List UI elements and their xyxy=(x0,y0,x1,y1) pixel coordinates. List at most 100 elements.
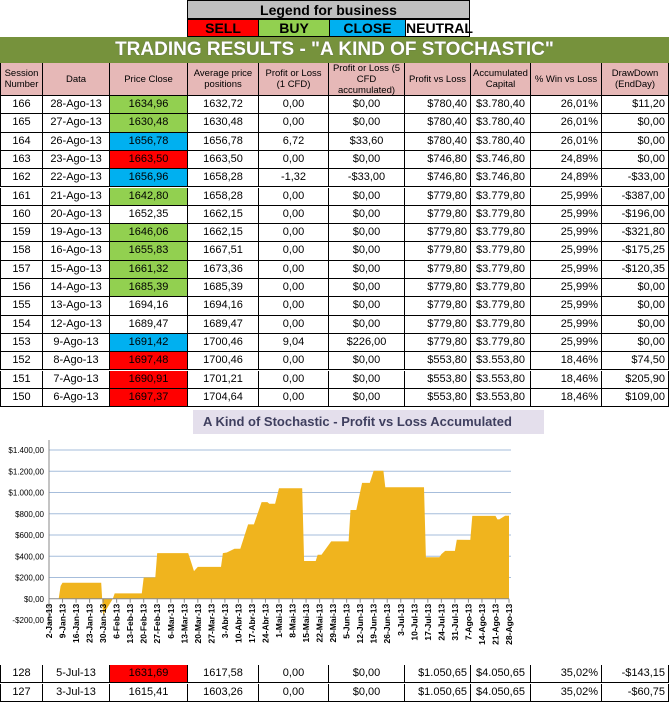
table-cell[interactable]: $0,00 xyxy=(329,224,405,243)
table-cell[interactable]: $0,00 xyxy=(602,132,669,151)
table-cell[interactable]: 1630,48 xyxy=(188,114,259,133)
table-cell[interactable]: 156 xyxy=(0,279,43,298)
table-cell[interactable]: 12-Ago-13 xyxy=(43,315,110,334)
table-cell[interactable]: $0,00 xyxy=(329,388,405,408)
table-cell[interactable]: -$120,35 xyxy=(602,260,669,279)
table-cell[interactable]: 25,99% xyxy=(531,205,602,225)
table-cell[interactable]: 165 xyxy=(0,114,43,133)
table-cell[interactable]: 159 xyxy=(0,224,43,243)
table-cell[interactable]: -$143,15 xyxy=(602,665,669,684)
table-cell[interactable]: 7-Ago-13 xyxy=(43,370,110,389)
table-cell[interactable]: 0,00 xyxy=(259,352,329,371)
table-cell[interactable]: $3.779,80 xyxy=(471,333,531,353)
table-cell[interactable]: 1655,83 xyxy=(110,242,188,261)
table-cell[interactable]: 1662,15 xyxy=(188,224,259,243)
table-cell[interactable]: 1615,41 xyxy=(110,683,188,702)
table-cell[interactable]: $779,80 xyxy=(405,297,471,316)
table-cell[interactable]: $3.779,80 xyxy=(471,242,531,261)
table-cell[interactable]: 1691,42 xyxy=(110,333,188,353)
table-cell[interactable]: 27-Ago-13 xyxy=(43,114,110,133)
table-cell[interactable]: 1630,48 xyxy=(110,114,188,133)
table-cell[interactable]: $0,00 xyxy=(329,205,405,225)
table-cell[interactable]: 1652,35 xyxy=(110,205,188,225)
table-cell[interactable]: 0,00 xyxy=(259,114,329,133)
table-cell[interactable]: 9-Ago-13 xyxy=(43,333,110,353)
table-cell[interactable]: 0,00 xyxy=(259,388,329,408)
table-cell[interactable]: 25,99% xyxy=(531,297,602,316)
table-cell[interactable]: 1656,96 xyxy=(110,169,188,188)
table-cell[interactable]: $1.050,65 xyxy=(405,665,471,684)
table-cell[interactable]: 0,00 xyxy=(259,224,329,243)
table-cell[interactable]: 161 xyxy=(0,187,43,206)
table-cell[interactable]: 22-Ago-13 xyxy=(43,169,110,188)
table-cell[interactable]: $780,40 xyxy=(405,96,471,115)
table-cell[interactable]: 1661,32 xyxy=(110,260,188,279)
table-cell[interactable]: $0,00 xyxy=(602,114,669,133)
table-cell[interactable]: 160 xyxy=(0,205,43,225)
table-cell[interactable]: 3-Jul-13 xyxy=(43,683,110,702)
table-cell[interactable]: 21-Ago-13 xyxy=(43,187,110,206)
table-cell[interactable]: 1658,28 xyxy=(188,187,259,206)
table-cell[interactable]: -$33,00 xyxy=(602,169,669,188)
table-cell[interactable]: $779,80 xyxy=(405,224,471,243)
table-cell[interactable]: $0,00 xyxy=(329,370,405,389)
table-cell[interactable]: $746,80 xyxy=(405,150,471,170)
table-cell[interactable]: $33,60 xyxy=(329,132,405,151)
table-cell[interactable]: $0,00 xyxy=(329,242,405,261)
table-cell[interactable]: $3.553,80 xyxy=(471,388,531,408)
table-cell[interactable]: 9,04 xyxy=(259,333,329,353)
table-cell[interactable]: -$33,00 xyxy=(329,169,405,188)
table-cell[interactable]: 1631,69 xyxy=(110,665,188,684)
table-cell[interactable]: 151 xyxy=(0,370,43,389)
table-cell[interactable]: $779,80 xyxy=(405,315,471,334)
table-cell[interactable]: 0,00 xyxy=(259,370,329,389)
table-cell[interactable]: $0,00 xyxy=(329,665,405,684)
table-cell[interactable]: 6,72 xyxy=(259,132,329,151)
table-cell[interactable]: $553,80 xyxy=(405,388,471,408)
table-cell[interactable]: 158 xyxy=(0,242,43,261)
table-cell[interactable]: 1663,50 xyxy=(188,150,259,170)
table-cell[interactable]: 166 xyxy=(0,96,43,115)
table-cell[interactable]: 150 xyxy=(0,388,43,408)
table-cell[interactable]: $3.780,40 xyxy=(471,132,531,151)
table-cell[interactable]: $0,00 xyxy=(602,279,669,298)
table-cell[interactable]: 154 xyxy=(0,315,43,334)
table-cell[interactable]: 163 xyxy=(0,150,43,170)
table-cell[interactable]: 24,89% xyxy=(531,169,602,188)
table-cell[interactable]: 25,99% xyxy=(531,315,602,334)
table-cell[interactable]: 25,99% xyxy=(531,333,602,353)
table-cell[interactable]: 0,00 xyxy=(259,96,329,115)
table-cell[interactable]: 0,00 xyxy=(259,683,329,702)
table-cell[interactable]: 1634,96 xyxy=(110,96,188,115)
table-cell[interactable]: $0,00 xyxy=(329,297,405,316)
table-cell[interactable]: $3.746,80 xyxy=(471,169,531,188)
table-cell[interactable]: $1.050,65 xyxy=(405,683,471,702)
table-cell[interactable]: -$196,00 xyxy=(602,205,669,225)
table-cell[interactable]: $0,00 xyxy=(329,96,405,115)
table-cell[interactable]: 26-Ago-13 xyxy=(43,132,110,151)
table-cell[interactable]: $11,20 xyxy=(602,96,669,115)
table-cell[interactable]: 23-Ago-13 xyxy=(43,150,110,170)
table-cell[interactable]: 0,00 xyxy=(259,187,329,206)
table-cell[interactable]: $779,80 xyxy=(405,260,471,279)
table-cell[interactable]: 1646,06 xyxy=(110,224,188,243)
table-cell[interactable]: 0,00 xyxy=(259,665,329,684)
table-cell[interactable]: $3.780,40 xyxy=(471,96,531,115)
table-cell[interactable]: $780,40 xyxy=(405,132,471,151)
table-cell[interactable]: 18,46% xyxy=(531,388,602,408)
table-cell[interactable]: 1663,50 xyxy=(110,150,188,170)
table-cell[interactable]: 24,89% xyxy=(531,150,602,170)
table-cell[interactable]: 13-Ago-13 xyxy=(43,297,110,316)
table-cell[interactable]: 127 xyxy=(0,683,43,702)
table-cell[interactable]: 25,99% xyxy=(531,224,602,243)
table-cell[interactable]: 1673,36 xyxy=(188,260,259,279)
table-cell[interactable]: $3.553,80 xyxy=(471,370,531,389)
table-cell[interactable]: $3.779,80 xyxy=(471,224,531,243)
table-cell[interactable]: 8-Ago-13 xyxy=(43,352,110,371)
table-cell[interactable]: 15-Ago-13 xyxy=(43,260,110,279)
table-cell[interactable]: $3.779,80 xyxy=(471,315,531,334)
table-cell[interactable]: 1603,26 xyxy=(188,683,259,702)
table-cell[interactable]: 35,02% xyxy=(531,665,602,684)
table-cell[interactable]: $109,00 xyxy=(602,388,669,408)
table-cell[interactable]: $4.050,65 xyxy=(471,665,531,684)
